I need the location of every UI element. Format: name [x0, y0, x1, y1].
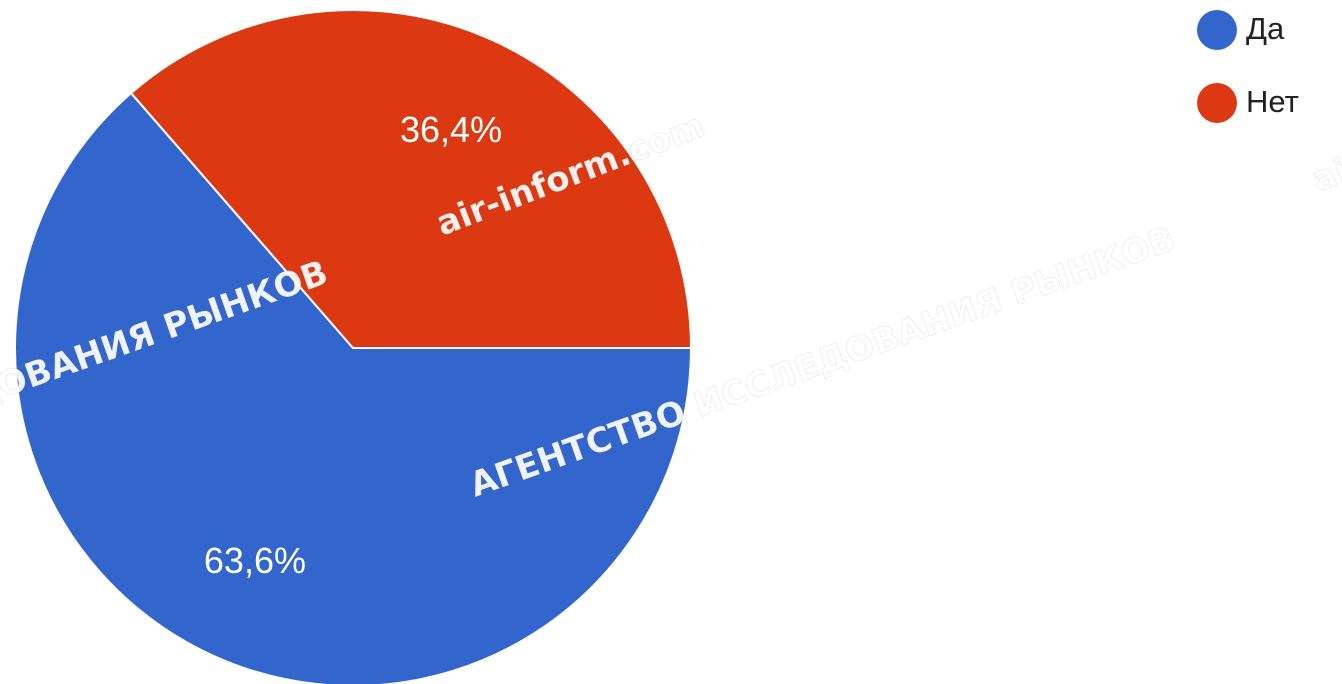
legend-swatch	[1197, 10, 1237, 50]
value-label: 63,6%	[204, 540, 306, 581]
legend-label: Нет	[1246, 84, 1299, 119]
pie-slice	[14, 91, 693, 684]
pie-slice	[129, 9, 693, 349]
watermark: air-inform.com	[1307, 61, 1342, 200]
legend-swatch	[1197, 83, 1237, 123]
legend-label: Да	[1246, 11, 1285, 46]
value-label: 36,4%	[400, 109, 502, 150]
